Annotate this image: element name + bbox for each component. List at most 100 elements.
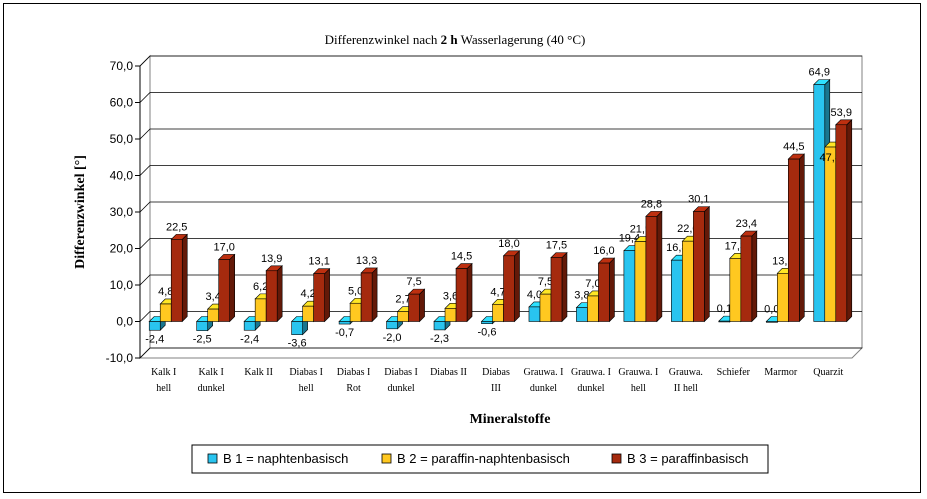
x-tick-label: hell xyxy=(631,383,646,394)
bar-front xyxy=(408,293,420,322)
data-label: 3,8 xyxy=(574,290,589,302)
data-label: -0,7 xyxy=(335,327,354,339)
bar xyxy=(645,210,663,323)
data-label: 23,4 xyxy=(736,218,757,230)
bar-front xyxy=(492,304,504,322)
y-tick-label: 20,0 xyxy=(110,242,134,256)
bar xyxy=(265,265,283,323)
bar xyxy=(787,153,806,323)
bar xyxy=(217,253,236,323)
bar-front xyxy=(671,259,683,322)
bar-front xyxy=(207,308,219,322)
bar-front xyxy=(623,250,636,322)
legend-box xyxy=(191,444,769,474)
bar-side xyxy=(229,253,235,323)
data-label: 30,1 xyxy=(688,194,709,206)
y-tick-label: -10,0 xyxy=(106,351,134,365)
data-label: 64,9 xyxy=(809,67,830,79)
gridline xyxy=(139,128,862,140)
legend: B 1 = naphtenbasisch B 2 = paraffin-napht… xyxy=(191,444,769,474)
bar-side xyxy=(561,251,568,323)
bar-front xyxy=(455,268,468,322)
x-tick-label: Grauwa. xyxy=(669,367,703,378)
x-tick-label: Kalk I xyxy=(151,367,176,378)
bar-front xyxy=(787,158,800,322)
data-label: 7,5 xyxy=(406,276,421,288)
data-label: 4,0 xyxy=(527,289,542,301)
data-label: 5,0 xyxy=(348,285,363,297)
data-label: 7,0 xyxy=(585,278,600,290)
bar-front xyxy=(765,321,778,323)
data-label: -2,0 xyxy=(383,332,402,344)
y-tick-label: 50,0 xyxy=(110,132,134,146)
data-label: 3,6 xyxy=(443,290,458,302)
data-label: -2,3 xyxy=(430,333,449,345)
bar-front xyxy=(302,305,314,322)
x-tick-label: Grauwa. I xyxy=(571,367,611,378)
bar-front xyxy=(634,241,647,322)
bar-front xyxy=(598,262,610,322)
y-tick-label: 70,0 xyxy=(110,59,134,73)
bar-front xyxy=(539,293,552,322)
data-label: -3,6 xyxy=(288,338,307,350)
bar-side xyxy=(656,210,663,323)
bar-front xyxy=(645,216,658,322)
chart-title: Differenzwinkel nach 2 h Wasserlagerung … xyxy=(325,32,586,47)
plot-area: -10,0 0,0 10,0 20,0 30,0 40,0 50,0 60,0 70,0 -2,4… xyxy=(106,54,864,394)
x-tick-label: Schiefer xyxy=(717,367,751,378)
gridline xyxy=(139,165,862,176)
title-bold: 2 h xyxy=(441,32,459,47)
bar-side xyxy=(609,257,615,323)
data-label: 18,0 xyxy=(498,238,519,250)
legend-swatch xyxy=(381,453,392,464)
bar-front xyxy=(776,273,789,322)
data-label: 3,4 xyxy=(206,291,221,303)
bar xyxy=(597,257,616,323)
x-tick-label: hell xyxy=(156,383,171,394)
gridline xyxy=(139,201,862,213)
x-tick-label: Diabas I xyxy=(289,367,323,378)
x-tick-label: Marmor xyxy=(764,367,797,378)
data-label: -2,4 xyxy=(240,333,259,345)
bar-side xyxy=(324,267,330,323)
bar-front xyxy=(718,320,731,323)
gridline xyxy=(139,347,862,359)
legend-label: B 1 = naphtenbasisch xyxy=(223,451,348,466)
bar-front xyxy=(170,239,183,322)
y-tick-label: 10,0 xyxy=(110,278,134,292)
data-label: 6,2 xyxy=(253,281,268,293)
bar xyxy=(360,267,378,323)
bar xyxy=(455,262,473,323)
bar-front xyxy=(360,272,373,322)
data-label: 13,1 xyxy=(308,256,329,268)
x-tick-label: II hell xyxy=(674,383,698,394)
x-tick-label: dunkel xyxy=(198,383,225,394)
bar-side xyxy=(846,119,853,323)
bar-front xyxy=(349,302,362,322)
y-tick-label: 40,0 xyxy=(110,169,134,183)
bar-front xyxy=(218,259,230,322)
bar-front xyxy=(682,240,694,322)
bar-front xyxy=(481,321,493,324)
bar-front xyxy=(444,308,457,322)
bar-front xyxy=(576,307,588,322)
bar-side xyxy=(371,267,378,323)
x-tick-label: III xyxy=(491,383,501,394)
legend-swatch xyxy=(207,453,218,464)
data-label: 16,0 xyxy=(593,245,614,257)
bar-front xyxy=(291,321,303,335)
bar-front xyxy=(824,146,837,322)
bar-side xyxy=(514,250,520,323)
bar-front xyxy=(254,298,267,322)
bar-side xyxy=(751,230,758,323)
data-label: -0,6 xyxy=(478,327,497,339)
bar-front xyxy=(148,321,161,331)
x-tick-label: Diabas I xyxy=(384,367,418,378)
data-label: 0,1 xyxy=(717,303,732,315)
legend-label: B 3 = paraffinbasisch xyxy=(627,451,749,466)
x-tick-label: Grauwa. I xyxy=(523,367,563,378)
bar-front xyxy=(740,235,753,322)
bar-side xyxy=(466,262,473,323)
data-label: 17,5 xyxy=(546,240,567,252)
